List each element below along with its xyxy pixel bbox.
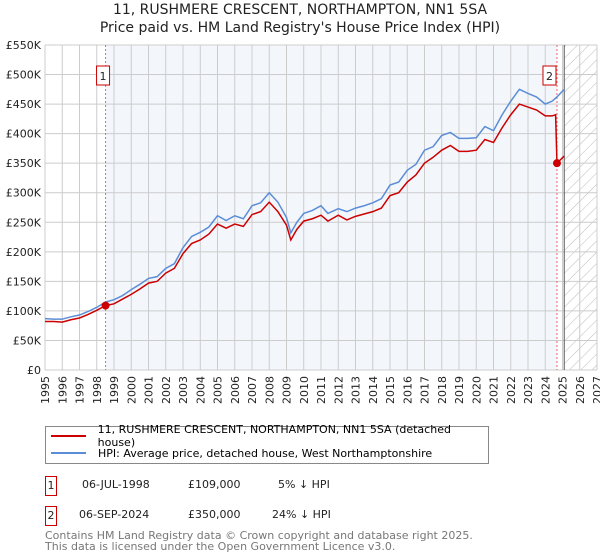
y-tick-label: £0	[27, 364, 41, 377]
y-tick-label: £350K	[6, 157, 42, 170]
x-tick-label: 2002	[160, 376, 173, 404]
footer-copyright: Contains HM Land Registry data © Crown c…	[45, 529, 473, 542]
sale-marker-badge: 1	[45, 476, 57, 496]
x-tick-label: 2016	[401, 376, 414, 404]
legend-label: 11, RUSHMERE CRESCENT, NORTHAMPTON, NN1 …	[97, 423, 451, 449]
legend-swatch-red	[51, 435, 86, 437]
y-tick-label: £400K	[6, 128, 42, 141]
x-tick-label: 2011	[315, 376, 328, 404]
y-tick-label: £450K	[6, 98, 42, 111]
x-tick-label: 2022	[505, 376, 518, 404]
sale-point	[101, 301, 110, 310]
x-tick-label: 2004	[194, 376, 207, 404]
x-tick-label: 2008	[263, 376, 276, 404]
x-tick-label: 2017	[419, 376, 432, 404]
sale-marker-badge: 2	[45, 506, 57, 526]
transaction-row: 2 06-SEP-2024 £350,000 24% ↓ HPI	[45, 506, 445, 526]
x-tick-label: 2018	[436, 376, 449, 404]
chart-title: 11, RUSHMERE CRESCENT, NORTHAMPTON, NN1 …	[112, 2, 488, 18]
x-tick-label: 2013	[350, 376, 363, 404]
x-tick-label: 2007	[246, 376, 259, 404]
property-price-line	[45, 103, 565, 323]
y-tick-label: £550K	[6, 39, 42, 52]
y-tick-label: £500K	[6, 69, 42, 82]
x-tick-label: 2026	[574, 376, 587, 404]
x-tick-label: 1998	[91, 376, 104, 404]
footer-licence: This data is licensed under the Open Gov…	[45, 540, 396, 553]
x-tick-label: 2015	[384, 376, 397, 404]
legend-label: HPI: Average price, detached house, West…	[98, 446, 433, 460]
legend-item-hpi: HPI: Average price, detached house, West…	[51, 445, 432, 461]
x-tick-label: 1997	[74, 376, 87, 404]
y-tick-label: £100K	[6, 305, 42, 318]
chart-subtitle: Price paid vs. HM Land Registry's House …	[99, 20, 501, 36]
x-tick-label: 2021	[488, 376, 501, 404]
footer: Contains HM Land Registry data © Crown c…	[45, 530, 473, 552]
y-tick-label: £250K	[6, 216, 42, 229]
x-tick-label: 2010	[298, 376, 311, 404]
x-tick-label: 2005	[212, 376, 225, 404]
x-tick-label: 2009	[281, 376, 294, 404]
y-tick-label: £300K	[6, 187, 42, 200]
hpi-line	[44, 88, 565, 320]
x-tick-label: 2000	[125, 376, 138, 404]
sale-hpi-diff: 5% ↓ HPI	[278, 478, 330, 491]
sale-hpi-diff: 24% ↓ HPI	[272, 508, 331, 521]
x-tick-label: 2001	[143, 376, 156, 404]
x-tick-label: 2014	[367, 376, 380, 404]
sale-price: £109,000	[188, 478, 241, 491]
y-tick-label: £200K	[6, 246, 42, 259]
sale-label-box	[96, 65, 111, 86]
sale-price: £350,000	[188, 508, 241, 521]
y-tick-label: £50K	[13, 334, 42, 347]
sale-label: 2	[546, 70, 553, 83]
sale-point	[552, 159, 561, 168]
x-tick-label: 2003	[177, 376, 190, 404]
y-tick-label: £150K	[6, 275, 42, 288]
legend: 11, RUSHMERE CRESCENT, NORTHAMPTON, NN1 …	[45, 423, 489, 464]
legend-swatch-blue	[51, 452, 86, 454]
sale-label: 1	[100, 70, 107, 83]
sale-label-box	[542, 65, 557, 86]
x-tick-label: 2027	[591, 376, 600, 404]
forecast-hatch	[564, 45, 597, 370]
x-tick-label: 1995	[39, 376, 52, 404]
x-tick-label: 2025	[557, 376, 570, 404]
x-tick-label: 2023	[522, 376, 535, 404]
x-tick-label: 2020	[470, 376, 483, 404]
x-tick-label: 1996	[56, 376, 69, 404]
x-tick-label: 2024	[539, 376, 552, 404]
x-tick-label: 2006	[229, 376, 242, 404]
sale-date: 06-SEP-2024	[79, 508, 150, 521]
x-tick-label: 2019	[453, 376, 466, 404]
x-tick-label: 2012	[332, 376, 345, 404]
transaction-row: 1 06-JUL-1998 £109,000 5% ↓ HPI	[45, 476, 445, 496]
price-chart: 1 2 1995 1996 1997 1998 1999 2000 2001 2002 2003 20…	[6, 39, 600, 404]
x-tick-label: 1999	[108, 376, 121, 404]
sale-date: 06-JUL-1998	[82, 478, 150, 491]
sale-period-shading	[105, 45, 557, 370]
legend-item-property: 11, RUSHMERE CRESCENT, NORTHAMPTON, NN1 …	[51, 423, 488, 449]
